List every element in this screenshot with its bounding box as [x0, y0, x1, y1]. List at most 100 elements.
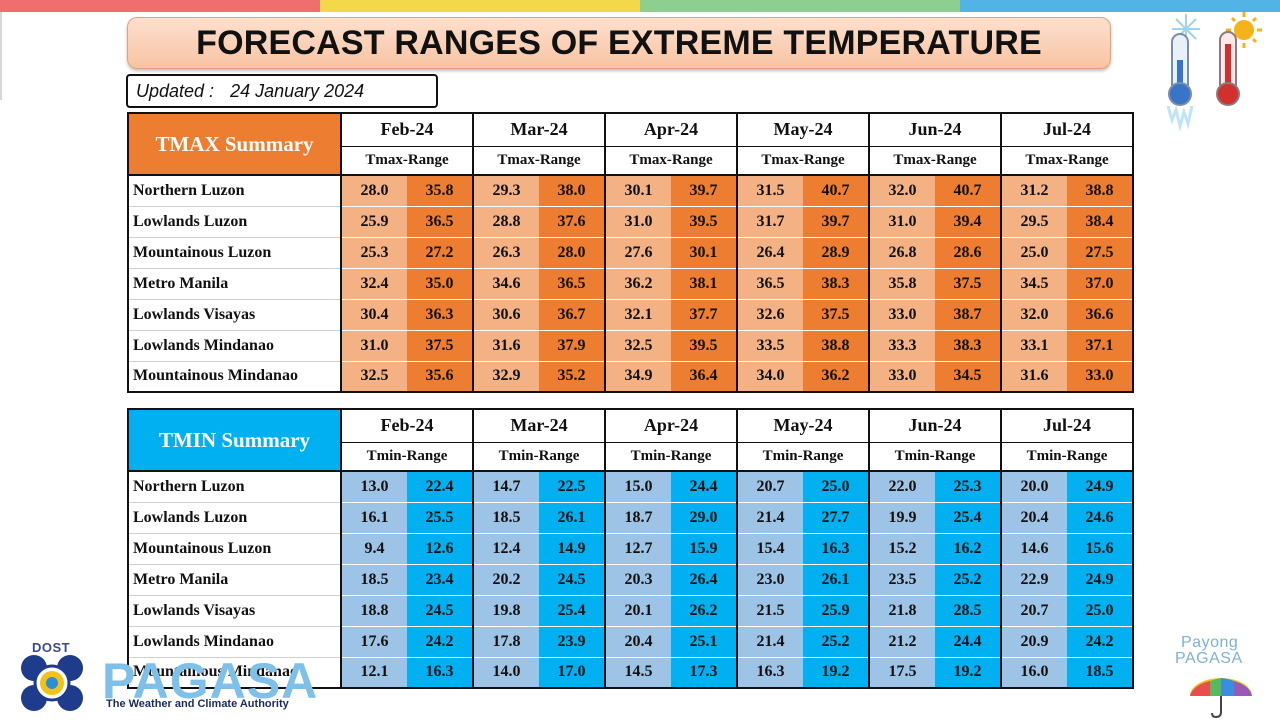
region-label: Metro Manila — [127, 564, 342, 596]
range-high-cell: 19.2 — [803, 657, 871, 689]
range-high-cell: 34.5 — [935, 361, 1003, 393]
tmin-range-header: Tmin-Range — [472, 441, 606, 472]
range-high-cell: 39.7 — [803, 206, 871, 238]
range-low-cell: 30.4 — [341, 299, 407, 331]
range-low-cell: 22.9 — [1001, 564, 1068, 596]
range-low-cell: 18.5 — [473, 502, 539, 534]
range-low-cell: 15.4 — [737, 533, 804, 565]
range-low-cell: 32.1 — [605, 299, 671, 331]
range-high-cell: 23.9 — [539, 626, 606, 658]
range-high-cell: 38.1 — [671, 268, 739, 300]
range-high-cell: 24.4 — [671, 470, 739, 503]
range-low-cell: 32.9 — [473, 361, 539, 393]
range-high-cell: 23.4 — [407, 564, 474, 596]
range-high-cell: 38.8 — [1067, 174, 1135, 207]
payong-label: Payong — [1181, 634, 1239, 651]
range-high-cell: 36.7 — [539, 299, 606, 331]
range-high-cell: 39.5 — [671, 330, 739, 362]
range-low-cell: 21.4 — [737, 626, 804, 658]
tmax-month-header: May-24 — [736, 112, 871, 147]
table-row: Mountainous Luzon 9.4 12.6 12.4 14.9 12.7 15.9… — [127, 533, 1135, 565]
tmin-month-header: Jul-24 — [1000, 408, 1135, 443]
table-row: Lowlands Visayas 18.8 24.5 19.8 25.4 20.1 26.2… — [127, 595, 1135, 627]
range-low-cell: 32.5 — [341, 361, 407, 393]
range-low-cell: 31.6 — [1001, 361, 1068, 393]
range-high-cell: 26.1 — [803, 564, 871, 596]
tmin-month-header: Apr-24 — [603, 408, 739, 443]
page-title: FORECAST RANGES OF EXTREME TEMPERATURE — [196, 23, 1042, 62]
tmin-range-header: Tmin-Range — [736, 441, 871, 472]
range-low-cell: 32.5 — [605, 330, 671, 362]
range-high-cell: 37.5 — [803, 299, 871, 331]
range-high-cell: 28.6 — [935, 237, 1003, 269]
range-low-cell: 31.5 — [737, 174, 804, 207]
range-high-cell: 33.0 — [1067, 361, 1135, 393]
range-low-cell: 32.4 — [341, 268, 407, 300]
range-high-cell: 37.9 — [539, 330, 606, 362]
range-high-cell: 22.4 — [407, 470, 474, 503]
tmax-range-header: Tmax-Range — [603, 145, 739, 176]
range-low-cell: 34.0 — [737, 361, 804, 393]
range-low-cell: 18.5 — [341, 564, 407, 596]
range-high-cell: 38.8 — [803, 330, 871, 362]
range-low-cell: 13.0 — [341, 470, 407, 503]
range-high-cell: 26.2 — [671, 595, 739, 627]
range-high-cell: 25.3 — [935, 470, 1003, 503]
range-high-cell: 38.3 — [803, 268, 871, 300]
region-label: Metro Manila — [127, 268, 342, 300]
range-high-cell: 28.0 — [539, 237, 606, 269]
range-low-cell: 34.5 — [1001, 268, 1068, 300]
range-high-cell: 36.6 — [1067, 299, 1135, 331]
range-low-cell: 20.4 — [605, 626, 671, 658]
range-high-cell: 37.5 — [407, 330, 474, 362]
range-high-cell: 30.1 — [671, 237, 739, 269]
table-row: Lowlands Mindanao 31.0 37.5 31.6 37.9 32.5 39.… — [127, 330, 1135, 362]
region-label: Northern Luzon — [127, 470, 342, 503]
region-label: Mountainous Mindanao — [127, 361, 342, 393]
range-low-cell: 33.0 — [869, 361, 936, 393]
updated-date: 24 January 2024 — [230, 80, 365, 101]
range-high-cell: 26.4 — [671, 564, 739, 596]
dost-label: DOST — [32, 640, 71, 655]
region-label: Lowlands Luzon — [127, 206, 342, 238]
range-low-cell: 9.4 — [341, 533, 407, 565]
range-high-cell: 14.9 — [539, 533, 606, 565]
range-low-cell: 36.5 — [737, 268, 804, 300]
range-high-cell: 38.0 — [539, 174, 606, 207]
range-low-cell: 16.3 — [737, 657, 804, 689]
tmax-month-header: Jun-24 — [868, 112, 1003, 147]
range-low-cell: 22.0 — [869, 470, 936, 503]
range-low-cell: 18.8 — [341, 595, 407, 627]
range-high-cell: 38.4 — [1067, 206, 1135, 238]
range-low-cell: 12.7 — [605, 533, 671, 565]
range-low-cell: 30.6 — [473, 299, 539, 331]
tmax-summary-table: TMAX Summary Feb-24 Mar-24 Apr-24 May-24… — [127, 112, 1135, 393]
region-label: Mountainous Luzon — [127, 237, 342, 269]
pagasa-wordmark: PAGASA — [102, 653, 319, 709]
range-high-cell: 37.1 — [1067, 330, 1135, 362]
payong-pagasa-label: PAGASA — [1175, 650, 1243, 667]
range-high-cell: 40.7 — [803, 174, 871, 207]
range-low-cell: 16.0 — [1001, 657, 1068, 689]
range-high-cell: 25.5 — [407, 502, 474, 534]
left-divider — [0, 12, 2, 100]
range-low-cell: 20.4 — [1001, 502, 1068, 534]
tmin-month-header: May-24 — [736, 408, 871, 443]
region-label: Lowlands Visayas — [127, 299, 342, 331]
range-low-cell: 21.2 — [869, 626, 936, 658]
table-row: Mountainous Mindanao 12.1 16.3 14.0 17.0 14.5… — [127, 657, 1135, 689]
range-high-cell: 16.3 — [407, 657, 474, 689]
pagasa-tagline: The Weather and Climate Authority — [106, 698, 289, 710]
range-high-cell: 28.9 — [803, 237, 871, 269]
range-high-cell: 28.5 — [935, 595, 1003, 627]
range-high-cell: 24.5 — [539, 564, 606, 596]
range-high-cell: 38.3 — [935, 330, 1003, 362]
range-low-cell: 30.1 — [605, 174, 671, 207]
dost-mark-icon — [21, 655, 83, 711]
tmax-range-header: Tmax-Range — [1000, 145, 1135, 176]
range-high-cell: 39.4 — [935, 206, 1003, 238]
range-low-cell: 25.3 — [341, 237, 407, 269]
range-low-cell: 36.2 — [605, 268, 671, 300]
range-low-cell: 31.0 — [605, 206, 671, 238]
range-low-cell: 17.8 — [473, 626, 539, 658]
